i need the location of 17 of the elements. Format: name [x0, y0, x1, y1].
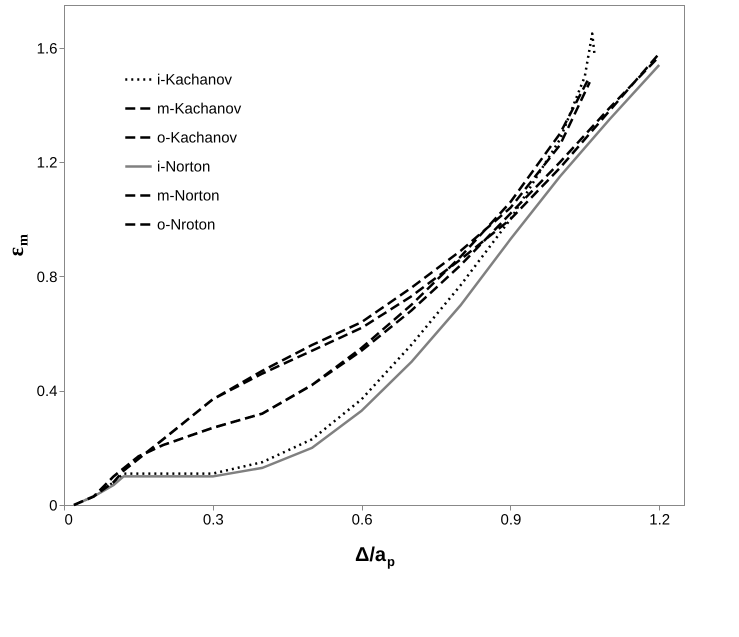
x-tick-label: 0.3 [202, 512, 224, 528]
y-tick-label: 1.2 [36, 154, 58, 172]
x-tick-label: 1.2 [649, 512, 670, 528]
legend-label: o-Kachanov [157, 130, 238, 146]
x-tick-label: 0.9 [500, 512, 522, 528]
legend-label: m-Kachanov [157, 100, 242, 118]
y-tick-label: 1.6 [36, 40, 58, 58]
legend-label: o-Nroton [157, 216, 216, 234]
legend-label: m-Norton [157, 188, 220, 204]
y-tick-label: 0 [49, 498, 58, 514]
y-tick-label: 0.4 [36, 383, 58, 400]
y-axis-title: εm [3, 234, 32, 256]
legend-label: i-Norton [157, 158, 210, 176]
x-tick-label: 0 [64, 512, 73, 528]
legend-label: i-Kachanov [157, 72, 233, 88]
x-tick-label: 0.6 [352, 512, 373, 528]
y-tick-label: 0.8 [36, 268, 58, 286]
